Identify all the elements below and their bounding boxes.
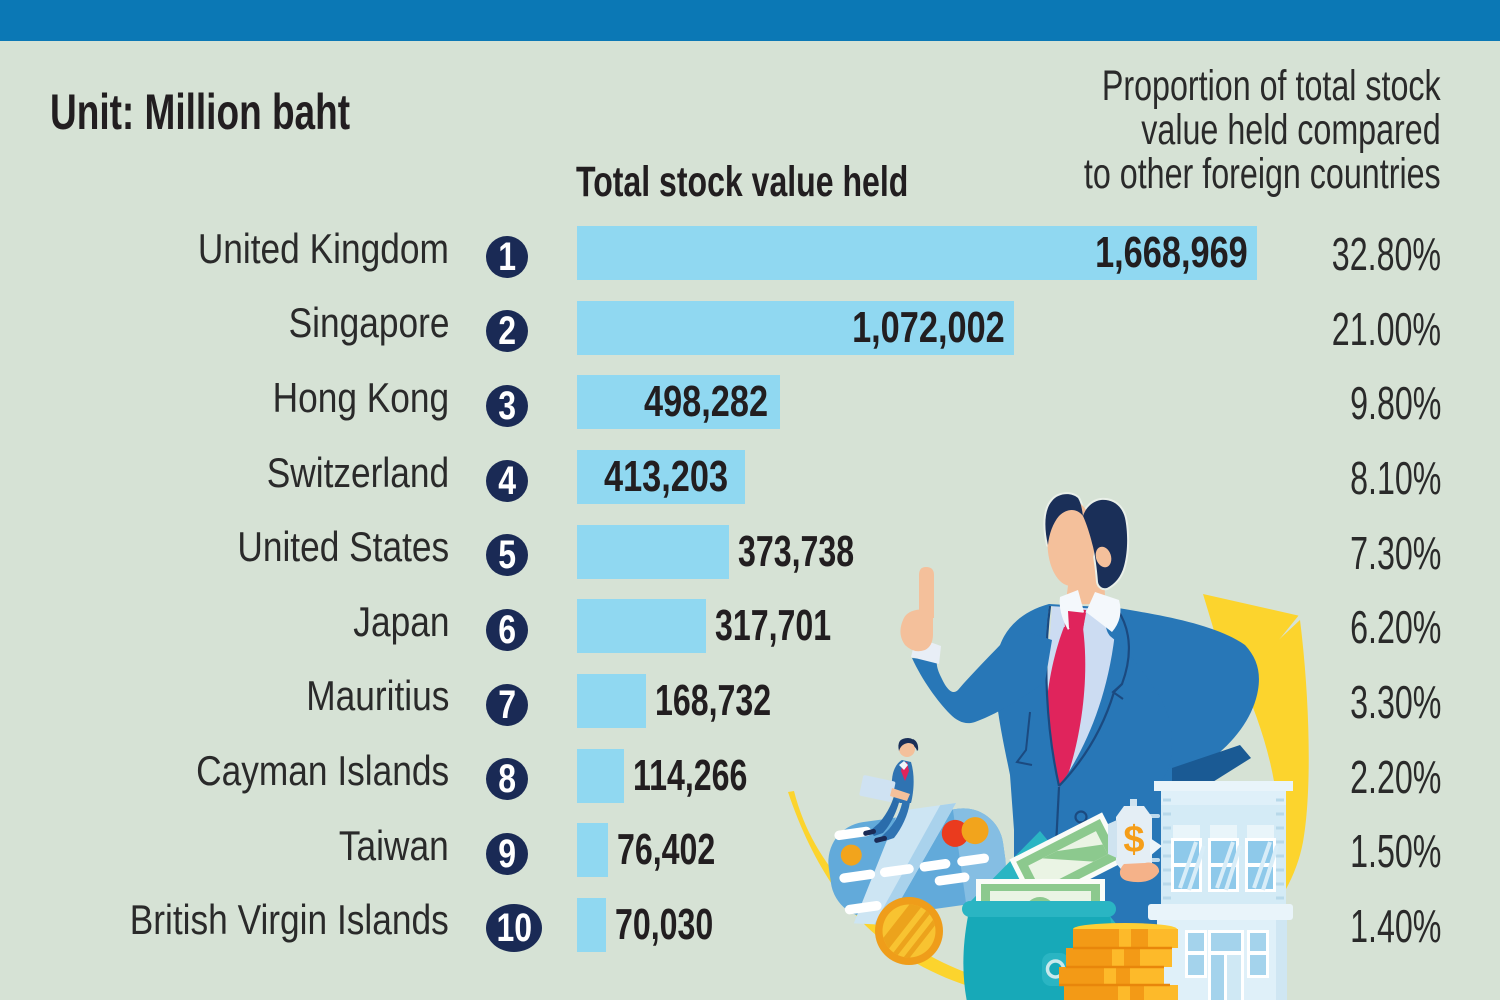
svg-text:$: $ [1123,819,1144,861]
